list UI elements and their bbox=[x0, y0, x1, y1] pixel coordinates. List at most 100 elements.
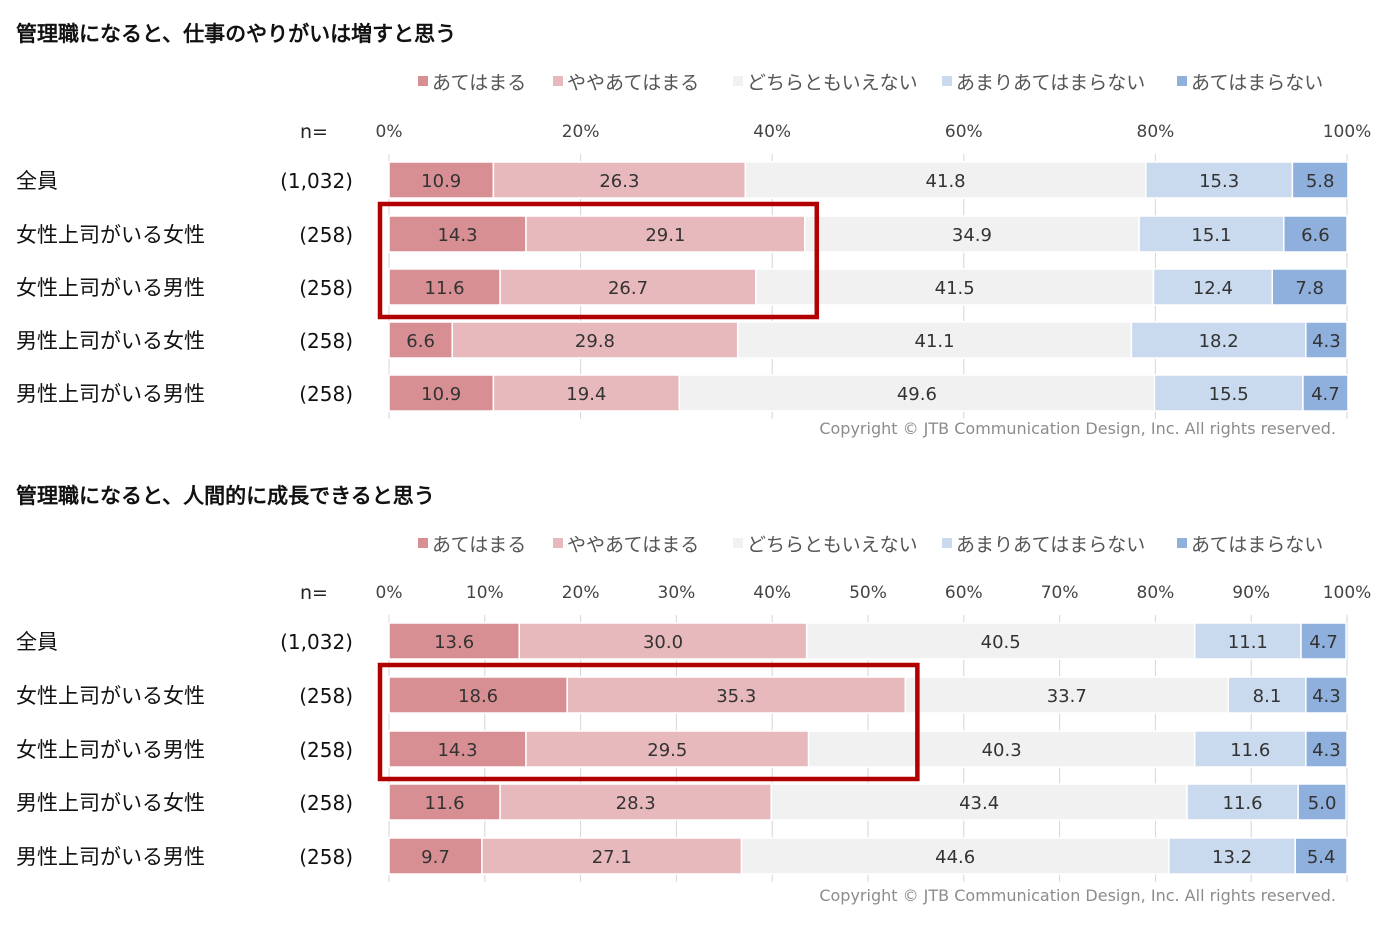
category-label: 全員 bbox=[16, 630, 58, 654]
x-tick-label: 50% bbox=[849, 583, 887, 603]
data-label: 11.6 bbox=[425, 793, 465, 814]
bar-row: 男性上司がいる女性 (258) 6.6 29.8 41.1 18.2 4.3 bbox=[16, 321, 1348, 359]
data-label: 15.1 bbox=[1191, 225, 1231, 246]
bar-row: 女性上司がいる女性 (258) 18.6 35.3 33.7 8.1 4.3 bbox=[16, 676, 1348, 714]
legend-label: あてはまる bbox=[432, 72, 526, 94]
data-label: 5.4 bbox=[1307, 847, 1336, 868]
n-value: (258) bbox=[299, 684, 353, 708]
x-tick-label: 0% bbox=[376, 583, 403, 603]
x-tick-label: 40% bbox=[753, 122, 791, 142]
data-label: 41.8 bbox=[926, 171, 966, 192]
bar-segment bbox=[1300, 622, 1347, 660]
bar-segment bbox=[1138, 215, 1285, 253]
data-label: 5.0 bbox=[1308, 793, 1337, 814]
n-value: (1,032) bbox=[280, 630, 353, 654]
category-label: 男性上司がいる男性 bbox=[16, 845, 205, 869]
n-value: (258) bbox=[299, 329, 353, 353]
bar-segment bbox=[1145, 161, 1294, 199]
bar-segment bbox=[566, 676, 907, 714]
legend-swatch bbox=[553, 538, 563, 548]
legend-swatch bbox=[418, 76, 428, 86]
bar-segment bbox=[805, 622, 1196, 660]
bar-row: 女性上司がいる女性 (258) 14.3 29.1 34.9 15.1 6.6 bbox=[16, 215, 1348, 253]
data-label: 40.5 bbox=[981, 632, 1021, 653]
bar-row: 男性上司がいる男性 (258) 10.9 19.4 49.6 15.5 4.7 bbox=[16, 374, 1349, 412]
data-label: 7.8 bbox=[1295, 278, 1324, 299]
bar-segment bbox=[736, 321, 1133, 359]
data-label: 13.6 bbox=[434, 632, 474, 653]
data-label: 11.1 bbox=[1228, 632, 1268, 653]
bar-segment bbox=[904, 676, 1229, 714]
n-value: (1,032) bbox=[280, 169, 353, 193]
legend: あてはまる ややあてはまる どちらともいえない あまりあてはまらない あてはまらない bbox=[418, 72, 1323, 94]
x-tick-label: 80% bbox=[1137, 583, 1175, 603]
data-label: 8.1 bbox=[1253, 686, 1282, 707]
bar-segment bbox=[1186, 783, 1299, 821]
copyright-notice: Copyright © JTB Communication Design, In… bbox=[819, 886, 1336, 905]
x-tick-label: 0% bbox=[376, 122, 403, 142]
legend-swatch bbox=[733, 76, 743, 86]
data-label: 10.9 bbox=[421, 384, 461, 405]
data-label: 4.3 bbox=[1312, 686, 1341, 707]
bar-segment bbox=[804, 215, 1140, 253]
bar-segment bbox=[388, 730, 527, 768]
n-label: n= bbox=[300, 121, 328, 143]
data-label: 41.1 bbox=[915, 331, 955, 352]
x-tick-label: 100% bbox=[1323, 122, 1372, 142]
category-label: 全員 bbox=[16, 169, 58, 193]
chart-title: 管理職になると、人間的に成長できると思う bbox=[16, 484, 435, 508]
x-tick-label: 30% bbox=[658, 583, 696, 603]
legend-label: どちらともいえない bbox=[747, 534, 918, 556]
data-label: 14.3 bbox=[437, 225, 477, 246]
category-label: 女性上司がいる女性 bbox=[16, 223, 205, 247]
bar-segment bbox=[499, 268, 757, 306]
bar-segment bbox=[1283, 215, 1348, 253]
bar-segment bbox=[1302, 374, 1349, 412]
bar-segment bbox=[755, 268, 1155, 306]
legend-label: あてはまる bbox=[432, 534, 526, 556]
legend-label: あてはまらない bbox=[1191, 534, 1323, 556]
legend-swatch bbox=[1177, 76, 1187, 86]
category-label: 男性上司がいる男性 bbox=[16, 382, 205, 406]
bar-segment bbox=[678, 374, 1156, 412]
data-label: 18.6 bbox=[458, 686, 498, 707]
n-value: (258) bbox=[299, 276, 353, 300]
legend-swatch bbox=[942, 76, 952, 86]
data-label: 4.7 bbox=[1311, 384, 1340, 405]
data-label: 11.6 bbox=[1223, 793, 1263, 814]
highlight-box bbox=[377, 662, 920, 782]
data-label: 6.6 bbox=[1301, 225, 1330, 246]
category-label: 女性上司がいる男性 bbox=[16, 738, 205, 762]
bar-row: 全員 (1,032) 13.6 30.0 40.5 11.1 4.7 bbox=[16, 622, 1347, 660]
data-label: 49.6 bbox=[897, 384, 937, 405]
n-value: (258) bbox=[299, 382, 353, 406]
data-label: 5.8 bbox=[1306, 171, 1335, 192]
bar-row: 全員 (1,032) 10.9 26.3 41.8 15.3 5.8 bbox=[16, 161, 1349, 199]
data-label: 15.5 bbox=[1209, 384, 1249, 405]
bar-segment bbox=[1291, 161, 1349, 199]
data-label: 27.1 bbox=[592, 847, 632, 868]
bar-segment bbox=[388, 268, 501, 306]
copyright-notice: Copyright © JTB Communication Design, In… bbox=[819, 419, 1336, 438]
legend-label: ややあてはまる bbox=[567, 72, 699, 94]
x-tick-label: 70% bbox=[1041, 583, 1079, 603]
bar-segment bbox=[1305, 321, 1348, 359]
legend-label: どちらともいえない bbox=[747, 72, 918, 94]
bar-segment bbox=[1297, 783, 1347, 821]
bar-segment bbox=[451, 321, 739, 359]
x-tick-label: 60% bbox=[945, 122, 983, 142]
data-label: 4.3 bbox=[1312, 331, 1341, 352]
data-label: 30.0 bbox=[643, 632, 683, 653]
bar-segment bbox=[1227, 676, 1307, 714]
bar-segment bbox=[388, 161, 495, 199]
legend-label: あまりあてはまらない bbox=[956, 534, 1145, 556]
bar-segment bbox=[1305, 676, 1348, 714]
x-tick-label: 100% bbox=[1323, 583, 1372, 603]
bar-row: 女性上司がいる男性 (258) 14.3 29.5 40.3 11.6 4.3 bbox=[16, 730, 1348, 768]
legend-swatch bbox=[553, 76, 563, 86]
category-label: 男性上司がいる女性 bbox=[16, 791, 205, 815]
